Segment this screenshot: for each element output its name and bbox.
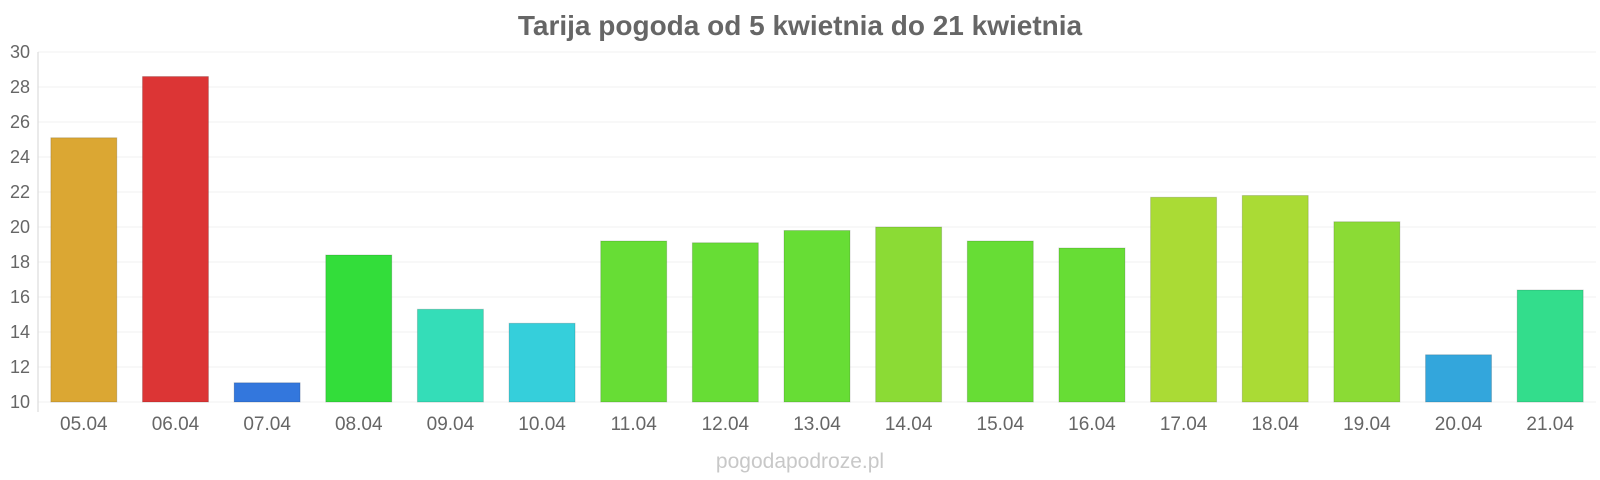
x-tick-label: 12.04 [702,414,750,435]
x-tick-label: 18.04 [1251,414,1299,435]
bar [600,240,668,403]
y-tick-label: 10 [10,392,30,412]
bar [416,308,484,403]
x-tick-label: 21.04 [1526,414,1574,435]
x-tick-label: 09.04 [427,414,475,435]
x-tick-label: 14.04 [885,414,933,435]
y-tick-label: 20 [10,217,30,237]
x-tick-label: 20.04 [1435,414,1483,435]
x-tick-label: 15.04 [977,414,1025,435]
x-tick-label: 06.04 [152,414,200,435]
x-tick-label: 07.04 [243,414,291,435]
x-tick-label: 05.04 [60,414,108,435]
y-tick-label: 12 [10,357,30,377]
x-tick-label: 11.04 [611,414,658,435]
y-tick-label: 30 [10,42,30,62]
x-tick-label: 16.04 [1068,414,1116,435]
x-tick-label: 10.04 [518,414,566,435]
y-tick-label: 16 [10,287,30,307]
watermark: pogodapodroze.pl [715,450,885,473]
bar [141,76,209,403]
bar [508,322,576,403]
chart-title: Tarija pogoda od 5 kwietnia do 21 kwietn… [517,10,1083,41]
bar [233,382,301,403]
bar [325,254,393,403]
bar [50,137,118,403]
bar [1241,195,1309,403]
bar [691,242,759,403]
x-tick-label: 13.04 [793,414,841,435]
x-tick-label: 19.04 [1343,414,1391,435]
bar [1333,221,1401,403]
y-tick-label: 14 [10,322,30,342]
y-tick-label: 24 [10,147,30,167]
y-tick-label: 26 [10,112,30,132]
bar [1058,247,1126,403]
y-tick-label: 22 [10,182,30,202]
x-tick-label: 17.04 [1160,414,1208,435]
bar [1425,354,1493,403]
x-tick-label: 08.04 [335,414,383,435]
y-tick-label: 18 [10,252,30,272]
bar [875,226,943,403]
y-tick-label: 28 [10,77,30,97]
bar [783,230,851,403]
bar [1150,196,1218,403]
bar [1516,289,1584,403]
bar [966,240,1034,403]
